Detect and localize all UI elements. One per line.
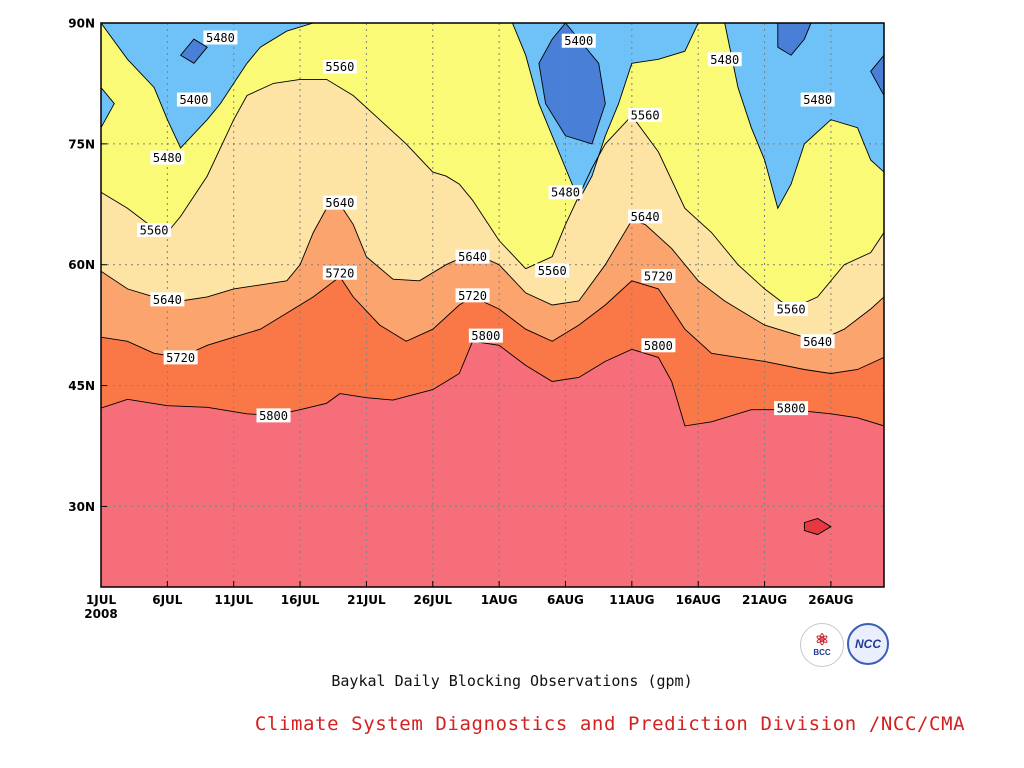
contour-label: 5400	[179, 93, 208, 107]
contour-label-box	[628, 209, 663, 224]
x-tick-label: 6JUL	[152, 593, 183, 607]
contour-label-box	[774, 302, 809, 317]
contour-label: 5640	[803, 335, 832, 349]
contour-label-box	[707, 52, 742, 67]
x-tick-label: 21JUL	[347, 593, 386, 607]
contour-label-box	[641, 338, 676, 353]
fill-below-5400-region-3	[777, 23, 811, 56]
contour-label: 5480	[710, 53, 739, 67]
fill-5800-5880	[101, 341, 884, 587]
contour-plot: 5480 5400 5480 5560 5560 5640 5640 5720 5720 5800…	[68, 17, 885, 622]
contour-label: 5560	[325, 60, 354, 74]
contour-label-box	[163, 350, 198, 365]
contour-label: 5720	[644, 269, 673, 283]
contour-label-box	[137, 223, 172, 238]
contour-line-5400	[777, 23, 812, 56]
contour-label-box	[641, 268, 676, 283]
y-tick-label: 60N	[68, 258, 95, 272]
contour-label-box	[150, 150, 185, 165]
contour-label: 5480	[153, 151, 182, 165]
fill-5400-5480-region-3	[724, 23, 884, 209]
contour-label: 5480	[803, 93, 832, 107]
contour-label: 5560	[538, 264, 567, 278]
x-year-label: 2008	[84, 607, 117, 621]
bcc-logo-label: BCC	[813, 648, 831, 657]
contour-label-box	[800, 334, 835, 349]
contour-line-5400	[179, 38, 208, 64]
contour-label-box	[322, 195, 357, 210]
contour-label-box	[322, 265, 357, 280]
contour-label: 5800	[644, 339, 673, 353]
contour-label-box	[256, 408, 291, 423]
x-tick-label: 26AUG	[808, 593, 853, 607]
contour-label: 5640	[458, 250, 487, 264]
contour-label-layer: 5480 5400 5480 5560 5560 5640 5640 5720 5720 5800…	[137, 30, 835, 423]
fill-below-5400-region-4	[870, 55, 884, 96]
x-tick-label: 26JUL	[413, 593, 452, 607]
fill-below-5400-region-1	[538, 23, 606, 144]
contour-line-5400	[870, 54, 884, 96]
y-tick-label: 30N	[68, 500, 95, 514]
fill-5400-5480-region-1	[101, 23, 314, 148]
x-tick-label: 1JUL	[86, 593, 117, 607]
contour-label: 5640	[631, 210, 660, 224]
contour-label: 5800	[259, 409, 288, 423]
contour-fill-layer	[101, 23, 884, 587]
contour-label-box	[203, 30, 238, 45]
contour-label-box	[150, 292, 185, 307]
fill-below-5400-region-2	[180, 39, 208, 64]
contour-label: 5640	[153, 293, 182, 307]
contour-line-5880	[803, 518, 832, 536]
contour-line-5560	[101, 78, 884, 310]
x-tick-label: 1AUG	[481, 593, 518, 607]
contour-line-5480	[101, 23, 314, 149]
fill-5400-5480-edge	[101, 87, 115, 128]
contour-label: 5560	[777, 303, 806, 317]
contour-label-box	[455, 249, 490, 264]
contour-label: 5720	[458, 289, 487, 303]
x-tick-label: 11JUL	[214, 593, 253, 607]
contour-label: 5720	[325, 266, 354, 280]
plot-frame	[100, 22, 885, 588]
grid-lines	[101, 23, 884, 587]
contour-line-5480	[101, 87, 115, 128]
y-tick-label: 90N	[68, 17, 95, 31]
x-tick-label: 16JUL	[281, 593, 320, 607]
axis-layer: 1JUL 6JUL 11JUL 16JUL 21JUL 26JUL 1AUG 6AUG 11AU…	[68, 17, 853, 622]
contour-label: 5800	[471, 329, 500, 343]
contour-label: 5400	[564, 34, 593, 48]
contour-label: 5480	[551, 186, 580, 200]
bcc-logo: ⚛ BCC	[800, 623, 844, 667]
contour-label-box	[774, 401, 809, 416]
contour-label-box	[548, 185, 583, 200]
x-tick-label: 6AUG	[547, 593, 584, 607]
contour-label-box	[322, 59, 357, 74]
contour-label: 5720	[166, 351, 195, 365]
contour-label-box	[535, 263, 570, 278]
credit-line: Climate System Diagnostics and Predictio…	[254, 713, 966, 735]
contour-label-box	[628, 107, 663, 122]
contour-line-5400	[538, 23, 606, 145]
y-tick-label: 75N	[68, 137, 95, 151]
contour-label-box	[800, 92, 835, 107]
contour-label-box	[561, 33, 596, 48]
contour-label: 5560	[631, 108, 660, 122]
contour-label: 5800	[777, 402, 806, 416]
ncc-logo: NCC	[847, 623, 889, 665]
x-tick-label: 16AUG	[676, 593, 721, 607]
chart-caption: Baykal Daily Blocking Observations (gpm)	[331, 672, 693, 690]
contour-label: 5480	[206, 31, 235, 45]
y-tick-label: 45N	[68, 379, 95, 393]
contour-label: 5640	[325, 196, 354, 210]
contour-line-5480	[724, 23, 884, 210]
x-tick-label: 11AUG	[609, 593, 654, 607]
contour-label-box	[176, 92, 211, 107]
x-tick-label: 21AUG	[742, 593, 787, 607]
bcc-swirl-icon: ⚛	[814, 632, 830, 649]
contour-label: 5560	[140, 224, 169, 238]
ncc-logo-label: NCC	[855, 637, 881, 651]
contour-label-box	[468, 328, 503, 343]
contour-line-5480	[511, 23, 699, 202]
contour-label-box	[455, 288, 490, 303]
